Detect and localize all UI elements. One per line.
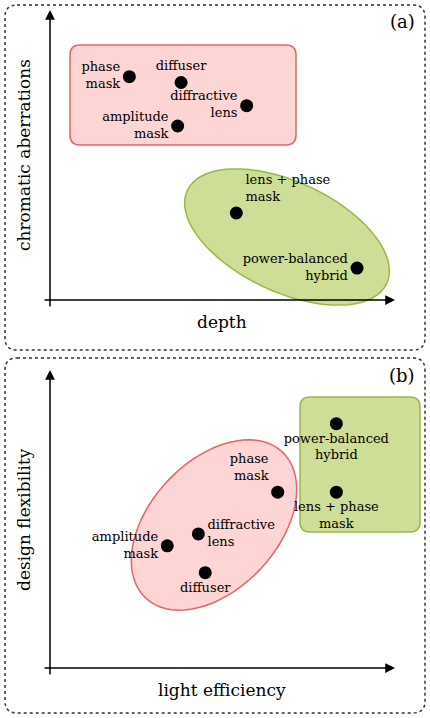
svg-text:chromatic aberrations: chromatic aberrations	[14, 59, 34, 251]
svg-text:design flexibility: design flexibility	[14, 448, 34, 591]
svg-text:diffuser: diffuser	[156, 58, 207, 73]
svg-text:depth: depth	[197, 312, 247, 332]
svg-text:lens + phasemask: lens + phasemask	[245, 172, 330, 204]
svg-text:diffractivelens: diffractivelens	[170, 89, 238, 121]
svg-text:phasemask: phasemask	[230, 451, 269, 483]
svg-text:power-balancedhybrid: power-balancedhybrid	[243, 251, 348, 283]
svg-text:(a): (a)	[390, 11, 415, 32]
svg-text:diffractivelens: diffractivelens	[207, 517, 275, 549]
svg-text:(b): (b)	[389, 365, 415, 386]
svg-text:lens + phasemask: lens + phasemask	[294, 499, 379, 531]
svg-text:phasemask: phasemask	[81, 59, 120, 91]
svg-text:amplitudemask: amplitudemask	[92, 529, 159, 561]
svg-text:diffuser: diffuser	[180, 580, 231, 595]
svg-text:light efficiency: light efficiency	[158, 680, 286, 700]
svg-text:amplitudemask: amplitudemask	[102, 109, 169, 141]
svg-text:power-balancedhybrid: power-balancedhybrid	[284, 431, 389, 463]
